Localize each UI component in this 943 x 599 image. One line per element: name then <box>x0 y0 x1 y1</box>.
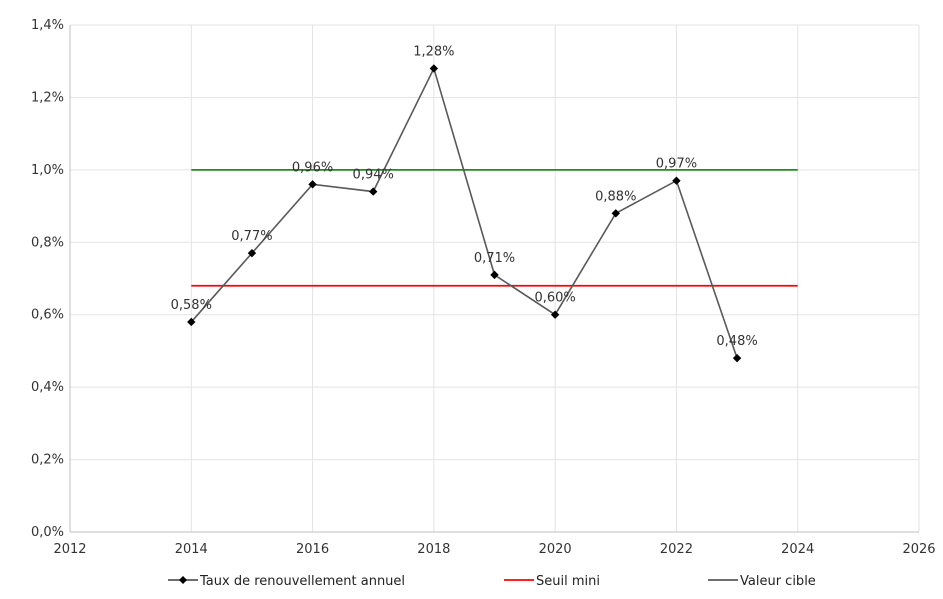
x-tick-label: 2024 <box>781 542 814 557</box>
series-layer <box>187 64 798 363</box>
data-label: 0,97% <box>656 157 697 172</box>
data-label: 0,96% <box>292 160 333 175</box>
y-tick-label: 1,0% <box>31 163 64 178</box>
x-tick-label: 2018 <box>417 542 450 557</box>
y-tick-label: 0,4% <box>31 380 64 395</box>
legend-swatch-marker <box>179 576 187 584</box>
taux-renouvellement-line <box>190 66 738 359</box>
y-tick-label: 0,6% <box>31 308 64 323</box>
taux-renouvellement-point <box>550 310 560 319</box>
data-label: 1,28% <box>413 44 454 59</box>
x-tick-label: 2012 <box>53 542 86 557</box>
data-label: 0,88% <box>595 189 636 204</box>
taux-renouvellement-point <box>247 248 257 258</box>
x-tick-label: 2014 <box>175 542 208 557</box>
taux-renouvellement-point <box>490 270 499 280</box>
data-labels: 0,58% 0,77% 0,96% 0,94% 1,28% 0,71% 0,60% 0,88%… <box>171 44 758 349</box>
taux-renouvellement-point <box>187 317 196 327</box>
y-tick-label: 1,2% <box>31 90 64 105</box>
taux-renouvellement-point <box>611 209 620 218</box>
taux-renouvellement-point <box>429 64 439 73</box>
y-tick-label: 1,4% <box>31 18 64 33</box>
x-tick-label: 2020 <box>539 542 572 557</box>
data-label: 0,48% <box>716 334 757 349</box>
data-label: 0,71% <box>474 251 515 266</box>
x-tick-label: 2026 <box>902 542 935 557</box>
y-tick-label: 0,2% <box>31 453 64 468</box>
data-label: 0,60% <box>534 291 575 306</box>
taux-renouvellement-point <box>369 187 378 196</box>
data-label: 0,94% <box>353 168 394 183</box>
legend-label: Seuil mini <box>536 574 600 589</box>
legend-label: Taux de renouvellement annuel <box>199 574 405 589</box>
y-tick-label: 0,8% <box>31 235 64 250</box>
data-label: 0,58% <box>171 298 212 313</box>
taux-renouvellement-point <box>732 353 742 363</box>
axes: 0,0% 0,2% 0,4% 0,6% 0,8% 1,0% 1,2% 1,4% 2012 2014… <box>31 18 936 557</box>
y-tick-label: 0,0% <box>31 525 64 540</box>
legend: Taux de renouvellement annuel Seuil mini V… <box>168 574 816 589</box>
x-tick-label: 2016 <box>296 542 329 557</box>
data-label: 0,77% <box>231 229 272 244</box>
taux-renouvellement-point <box>672 176 681 185</box>
taux-renouvellement-point <box>308 180 317 189</box>
legend-label: Valeur cible <box>740 574 816 589</box>
x-tick-label: 2022 <box>660 542 693 557</box>
